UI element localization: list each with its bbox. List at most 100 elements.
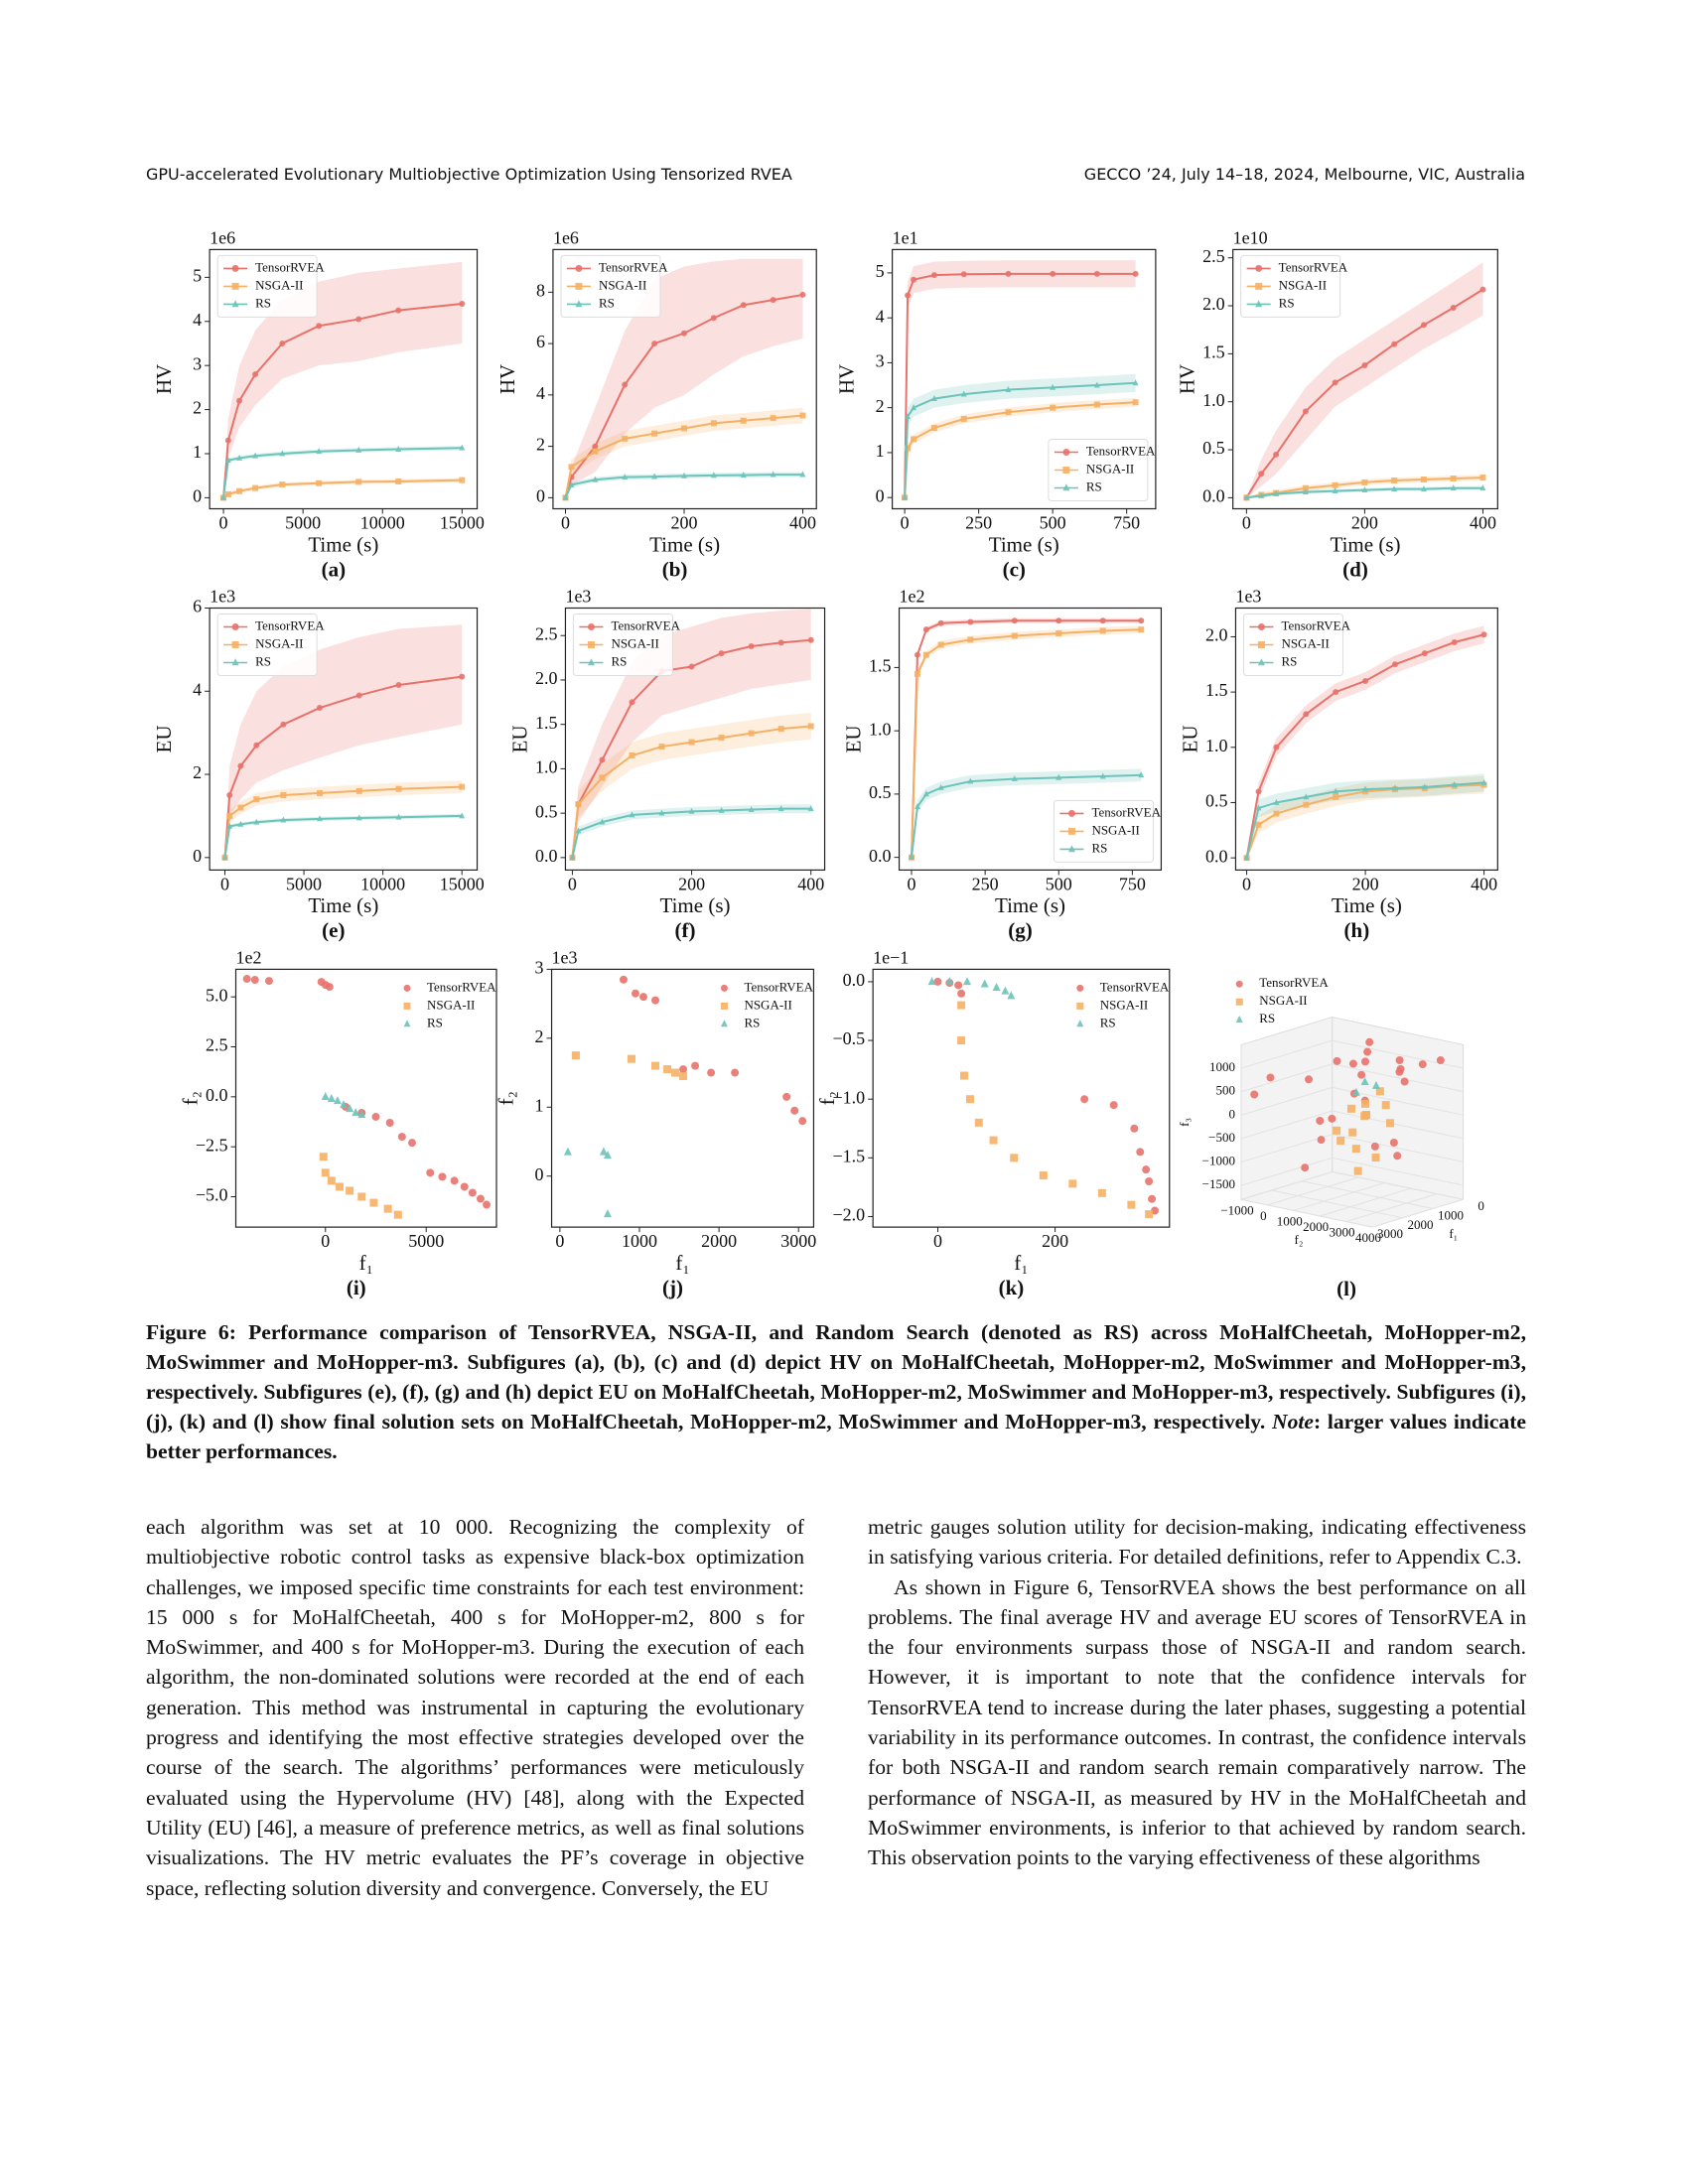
marker — [1361, 1057, 1369, 1066]
marker — [957, 1036, 966, 1045]
legend-label: RS — [1259, 1011, 1275, 1025]
marker — [658, 744, 665, 751]
series-line — [223, 814, 463, 858]
legend-label: RS — [427, 1015, 443, 1029]
y-axis-label: f₂ — [1295, 1232, 1304, 1247]
marker — [911, 436, 917, 443]
y-tick-label: 1 — [193, 442, 202, 462]
legend-label: NSGA-II — [427, 997, 475, 1012]
legend-label: RS — [611, 653, 627, 668]
series-line — [1245, 633, 1484, 859]
marker — [1348, 1059, 1357, 1068]
marker — [777, 805, 784, 812]
marker — [1395, 1056, 1404, 1064]
marker — [1080, 1095, 1089, 1104]
x-axis-label: Time (s) — [660, 893, 731, 917]
marker — [1353, 1166, 1362, 1175]
marker — [316, 815, 323, 822]
panel-label: (e) — [322, 918, 345, 942]
marker — [1436, 1056, 1445, 1065]
y-axis-label: HV — [152, 364, 176, 394]
marker — [680, 472, 687, 478]
marker — [1371, 1154, 1380, 1162]
marker — [460, 1182, 469, 1191]
marker — [1361, 1111, 1370, 1120]
marker — [651, 430, 658, 437]
marker — [1132, 270, 1139, 277]
y-tick-label: 0.0 — [843, 970, 866, 990]
z-tick-label: −500 — [1208, 1130, 1235, 1145]
confidence-band — [905, 397, 1136, 498]
marker — [236, 397, 243, 404]
marker — [1361, 486, 1368, 493]
marker — [937, 619, 944, 626]
confidence-band — [572, 804, 811, 858]
x-tick-label: 200 — [670, 513, 697, 533]
marker — [937, 783, 944, 790]
plot-frame — [552, 248, 817, 510]
x-tick-label: 0 — [1242, 513, 1251, 533]
marker — [960, 1071, 969, 1080]
panel-label: (h) — [1344, 918, 1370, 942]
legend-label: NSGA-II — [599, 277, 646, 292]
marker — [1480, 778, 1487, 785]
y-tick-label: 2 — [193, 398, 202, 418]
x-tick-label: 0 — [561, 513, 570, 533]
marker — [253, 742, 260, 749]
marker — [1351, 1087, 1360, 1096]
y-tick-label: 4 — [193, 310, 202, 330]
y-axis-label: HV — [834, 364, 858, 394]
y-tick-label: 1.5 — [535, 713, 558, 733]
grid-line — [1240, 1157, 1464, 1186]
marker — [395, 681, 402, 688]
legend-label: NSGA-II — [1100, 997, 1148, 1012]
confidence-band — [224, 780, 463, 858]
marker — [748, 805, 755, 812]
series-line — [564, 293, 803, 498]
plot-frame — [1232, 248, 1498, 510]
grid-line — [1240, 1063, 1464, 1093]
x-axis-label: Time (s) — [649, 532, 720, 556]
plot-frame — [564, 607, 826, 871]
z-tick-label: 1000 — [1209, 1059, 1235, 1074]
marker — [355, 692, 362, 699]
confidence-band — [1246, 625, 1484, 859]
marker — [770, 471, 776, 478]
x-tick-label: 0 — [555, 1231, 564, 1251]
marker — [927, 977, 936, 986]
y-axis-label: f₂ — [178, 1091, 202, 1105]
marker — [954, 981, 963, 990]
legend-label: TensorRVEA — [599, 259, 668, 274]
marker — [1301, 1163, 1310, 1172]
marker — [346, 1186, 354, 1195]
legend-label: NSGA-II — [611, 635, 658, 650]
marker — [335, 1182, 344, 1191]
y-tick-label: 0 — [536, 485, 545, 505]
y-axis-label: EU — [152, 725, 176, 752]
marker — [352, 1108, 360, 1117]
marker — [922, 790, 929, 797]
marker — [603, 1209, 612, 1218]
x-tick-label: 0 — [219, 513, 228, 533]
legend-label: TensorRVEA — [427, 979, 496, 994]
x-tick-label: 500 — [1040, 513, 1066, 533]
x-tick-label: 10000 — [360, 875, 405, 894]
marker — [603, 1151, 612, 1160]
marker — [1351, 1145, 1360, 1154]
legend-box — [1240, 254, 1341, 318]
legend-label: TensorRVEA — [1279, 259, 1348, 274]
marker — [224, 437, 231, 444]
marker — [316, 479, 323, 486]
marker — [1273, 744, 1280, 751]
marker — [799, 412, 806, 419]
marker — [346, 1104, 354, 1113]
x-axis-label: Time (s) — [1332, 893, 1402, 917]
marker — [599, 756, 606, 763]
x-tick-label: 250 — [972, 875, 999, 894]
x-tick-label: 400 — [1471, 875, 1497, 894]
marker — [1346, 1104, 1355, 1113]
y-tick-label: 2000 — [1303, 1219, 1329, 1234]
marker — [967, 618, 974, 625]
offset-label: 1e6 — [210, 228, 235, 248]
